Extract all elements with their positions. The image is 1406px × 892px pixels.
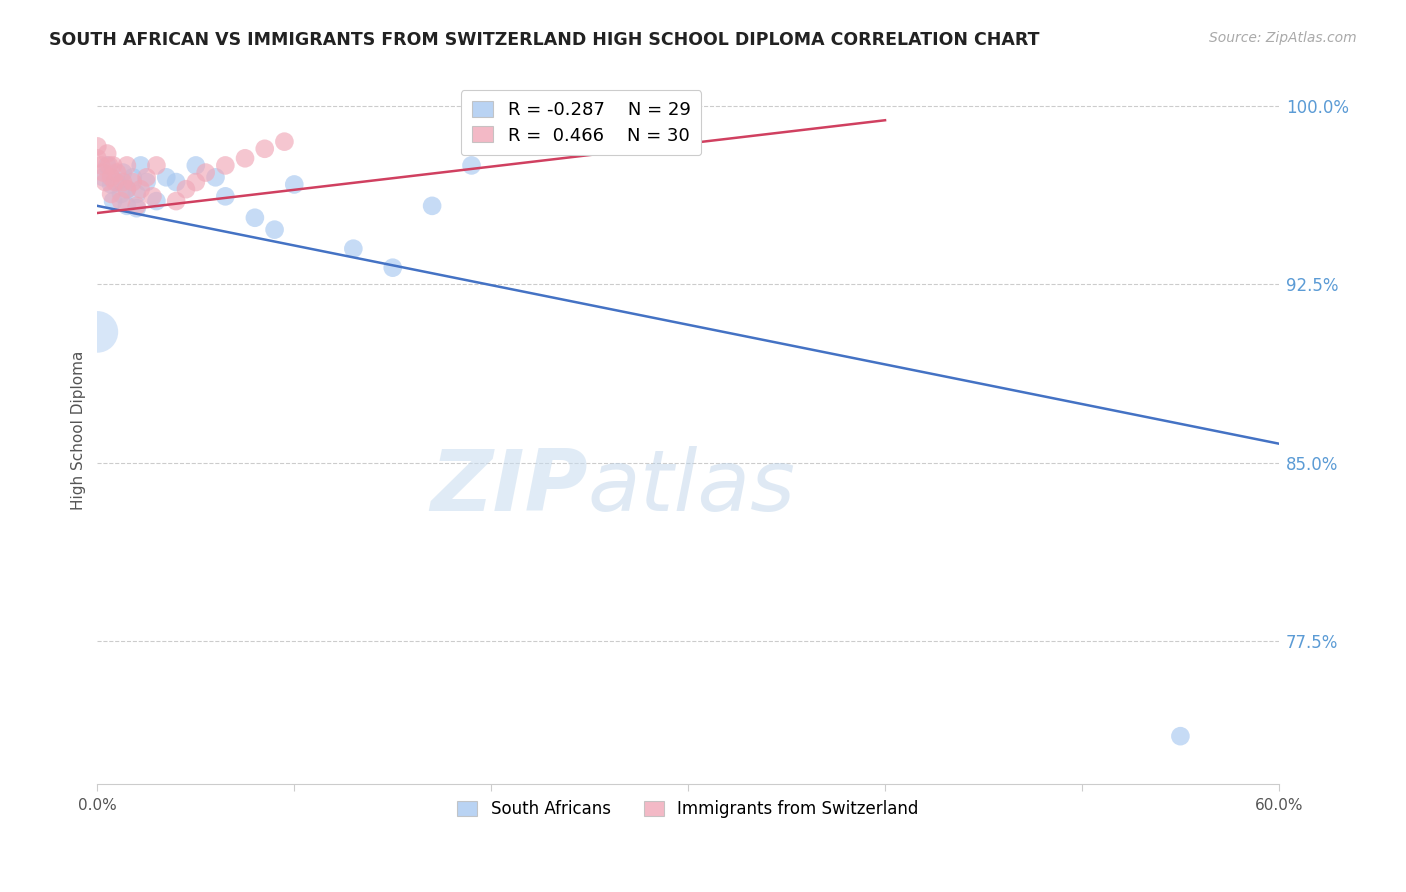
Point: [145, 158, 167, 172]
Point: [100, 170, 122, 185]
Point: [381, 260, 404, 275]
Point: [104, 175, 127, 189]
Point: [115, 199, 138, 213]
Point: [283, 178, 305, 192]
Point: [125, 199, 148, 213]
Point: [125, 186, 148, 201]
Legend: South Africans, Immigrants from Switzerland: South Africans, Immigrants from Switzerl…: [451, 794, 925, 825]
Point: [86, 325, 108, 339]
Point: [342, 242, 364, 256]
Point: [155, 170, 177, 185]
Point: [115, 158, 138, 172]
Point: [111, 175, 134, 189]
Point: [204, 170, 226, 185]
Point: [115, 182, 138, 196]
Point: [115, 182, 138, 196]
Point: [121, 170, 143, 185]
Y-axis label: High School Diploma: High School Diploma: [72, 351, 86, 510]
Point: [86, 151, 108, 165]
Point: [111, 165, 134, 179]
Point: [91, 170, 114, 185]
Point: [141, 189, 163, 203]
Text: SOUTH AFRICAN VS IMMIGRANTS FROM SWITZERLAND HIGH SCHOOL DIPLOMA CORRELATION CHA: SOUTH AFRICAN VS IMMIGRANTS FROM SWITZER…: [49, 31, 1039, 49]
Point: [98, 158, 121, 172]
Point: [121, 175, 143, 189]
Point: [145, 194, 167, 208]
Point: [96, 146, 118, 161]
Point: [135, 170, 157, 185]
Point: [101, 158, 124, 172]
Point: [101, 194, 124, 208]
Point: [214, 158, 236, 172]
Point: [174, 182, 197, 196]
Point: [1170, 729, 1192, 743]
Point: [273, 135, 295, 149]
Point: [194, 165, 217, 179]
Point: [94, 175, 117, 189]
Point: [263, 222, 285, 236]
Point: [184, 158, 207, 172]
Point: [165, 194, 187, 208]
Point: [135, 175, 157, 189]
Point: [86, 139, 108, 153]
Text: atlas: atlas: [588, 446, 796, 529]
Point: [165, 175, 187, 189]
Point: [90, 158, 112, 172]
Point: [233, 151, 256, 165]
Point: [253, 142, 276, 156]
Point: [91, 165, 114, 179]
Point: [105, 175, 128, 189]
Point: [100, 186, 122, 201]
Point: [110, 186, 132, 201]
Point: [125, 201, 148, 215]
Point: [110, 194, 132, 208]
Point: [243, 211, 266, 225]
Point: [184, 175, 207, 189]
Point: [460, 158, 482, 172]
Point: [96, 158, 118, 172]
Point: [129, 182, 152, 196]
Point: [420, 199, 443, 213]
Text: Source: ZipAtlas.com: Source: ZipAtlas.com: [1209, 31, 1357, 45]
Point: [100, 178, 122, 192]
Text: ZIP: ZIP: [430, 446, 588, 529]
Point: [105, 165, 128, 179]
Point: [214, 189, 236, 203]
Point: [129, 158, 152, 172]
